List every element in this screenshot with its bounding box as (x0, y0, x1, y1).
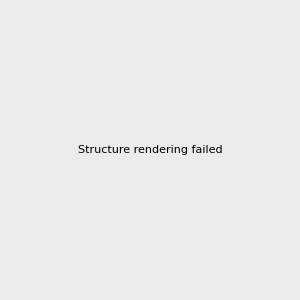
Text: Structure rendering failed: Structure rendering failed (78, 145, 222, 155)
